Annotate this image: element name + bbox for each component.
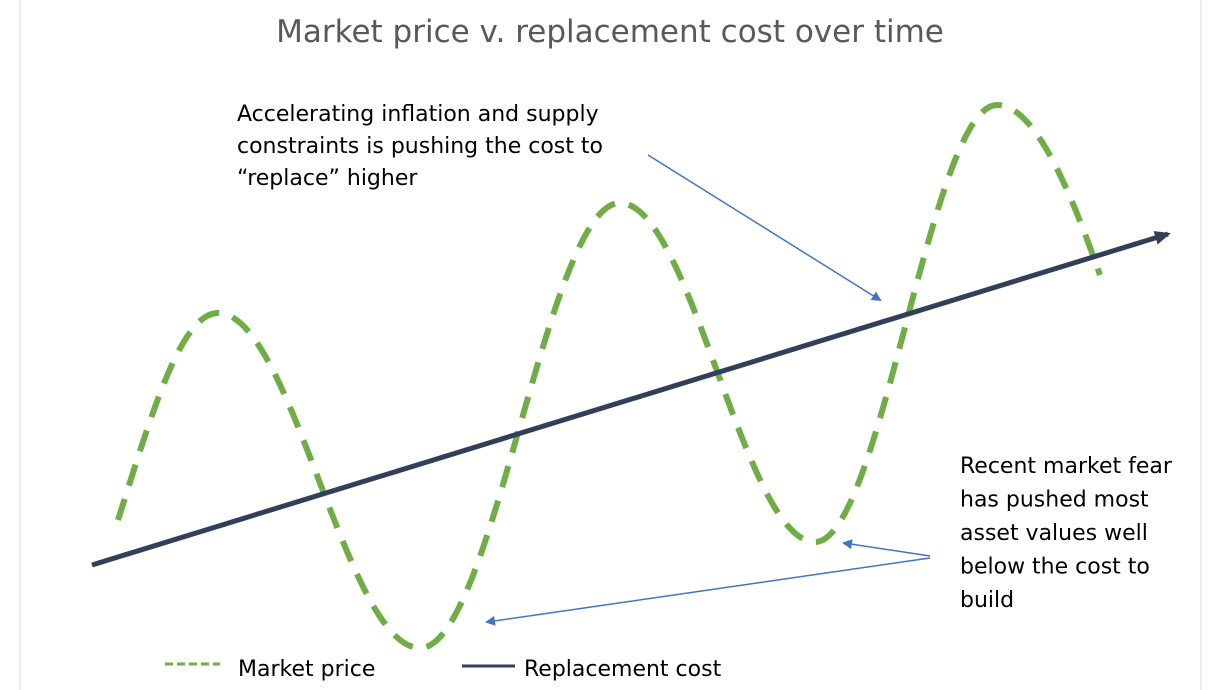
annotation-line: “replace” higher: [237, 166, 418, 191]
annotation: Recent market fear has pushed most asset v…: [960, 454, 1173, 613]
annotation-line: has pushed most: [960, 488, 1149, 513]
annotation-line: Recent market fear: [960, 454, 1173, 479]
chart-title: Market price v. replacement cost over ti…: [276, 14, 944, 50]
annotation-line: below the cost to: [960, 555, 1150, 580]
replacement-cost-line: [91, 231, 1171, 568]
annotation-line: build: [960, 588, 1014, 613]
annotation-arrow: [842, 539, 931, 557]
annotation: Accelerating inflation and supply constra…: [237, 102, 603, 191]
annotation-arrow: [485, 557, 931, 626]
annotation-arrow: [647, 154, 882, 302]
legend-label: Market price: [238, 657, 375, 682]
annotation-line: constraints is pushing the cost to: [237, 134, 603, 159]
annotation-line: Accelerating inflation and supply: [237, 102, 599, 127]
annotation-line: asset values well: [960, 521, 1148, 546]
legend-label: Replacement cost: [524, 657, 722, 682]
